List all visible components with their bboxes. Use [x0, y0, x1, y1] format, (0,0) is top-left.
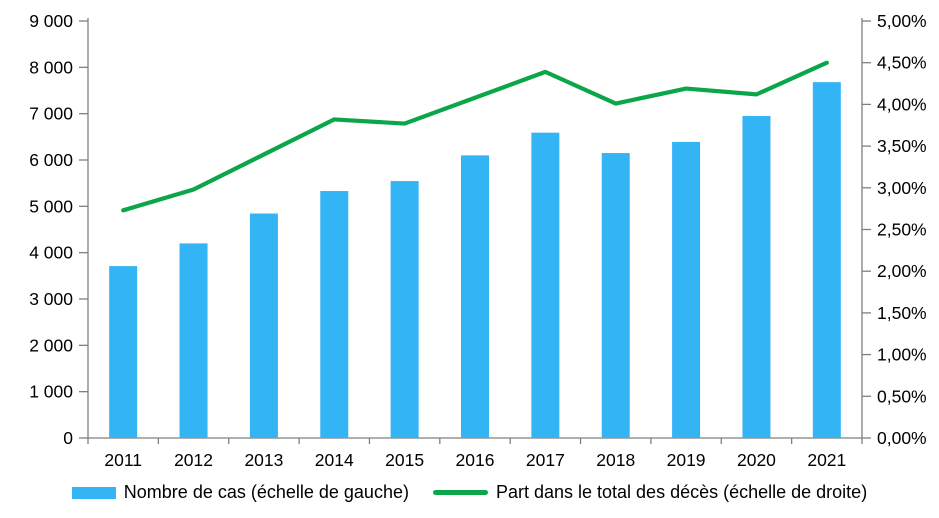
right-axis-tick-label: 1,50%: [877, 303, 927, 323]
right-axis-tick-label: 4,50%: [877, 53, 927, 73]
bar-2020: [742, 115, 771, 438]
x-axis-category-label: 2012: [174, 450, 213, 470]
right-axis-tick-label: 5,00%: [877, 11, 927, 31]
line-series: [121, 60, 829, 213]
x-axis-category-label: 2021: [807, 450, 846, 470]
chart-legend: Nombre de cas (échelle de gauche) Part d…: [0, 482, 939, 503]
right-axis-tick-label: 2,00%: [877, 261, 927, 281]
legend-item-bars: Nombre de cas (échelle de gauche): [71, 482, 409, 503]
left-axis-tick-label: 8 000: [29, 57, 73, 77]
legend-bar-label: Nombre de cas (échelle de gauche): [123, 482, 409, 502]
bar-2018: [601, 153, 630, 439]
right-axis-tick-label: 3,50%: [877, 136, 927, 156]
right-axis-tick-label: 0,50%: [877, 386, 927, 406]
legend-bar-swatch: [71, 486, 116, 499]
bar-2016: [461, 155, 489, 438]
combo-chart: 0 1 000 2 000 3 000 4 000 5 000 6 000 7 000 8 00…: [29, 11, 927, 470]
legend-item-line: Part dans le total des décès (échelle de…: [432, 482, 868, 503]
left-axis-tick-label: 3 000: [29, 289, 73, 309]
x-axis-category-label: 2013: [244, 450, 283, 470]
x-axis-category-label: 2014: [315, 450, 354, 470]
right-axis-tick-label: 2,50%: [877, 220, 927, 240]
left-axis-tick-label: 7 000: [29, 104, 73, 124]
bar-2015: [390, 181, 419, 438]
x-axis-category-label: 2018: [596, 450, 635, 470]
left-axis-tick-label: 4 000: [29, 243, 73, 263]
legend-line-swatch: [432, 490, 488, 495]
left-axis-tick-label: 5 000: [29, 196, 73, 216]
x-axis-category-label: 2020: [737, 450, 776, 470]
right-axis-tick-label: 4,00%: [877, 94, 927, 114]
right-axis-tick-label: 1,00%: [877, 345, 927, 365]
x-axis-category-label: 2011: [104, 450, 142, 470]
bar-2021: [812, 82, 841, 438]
bar-2011: [109, 266, 138, 438]
right-axis-tick-label: 3,00%: [877, 178, 927, 198]
left-axis-tick-label: 2 000: [29, 335, 73, 355]
legend-line-label: Part dans le total des décès (échelle de…: [495, 482, 868, 502]
x-axis-category-label: 2019: [667, 450, 706, 470]
left-axis-tick-label: 9 000: [29, 11, 73, 31]
bar-2013: [249, 213, 278, 438]
x-axis-category-label: 2015: [385, 450, 424, 470]
left-axis-tick-label: 0: [63, 428, 73, 448]
x-axis-category-label: 2017: [526, 450, 565, 470]
bar-2012: [179, 243, 208, 438]
bar-2019: [672, 141, 701, 438]
bar-2014: [320, 191, 349, 438]
bar-2017: [531, 132, 560, 438]
right-axis-tick-label: 0,00%: [877, 428, 927, 448]
left-axis-tick-label: 1 000: [29, 382, 73, 402]
left-axis-tick-label: 6 000: [29, 150, 73, 170]
x-axis-category-label: 2016: [456, 450, 495, 470]
